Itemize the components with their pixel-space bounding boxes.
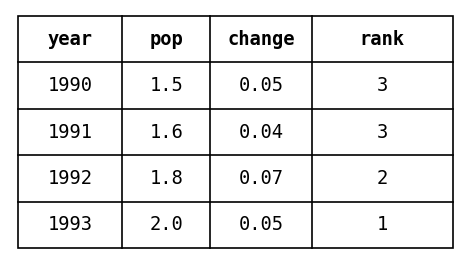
Text: 1.8: 1.8: [149, 169, 183, 188]
Text: pop: pop: [149, 30, 183, 49]
Text: 1990: 1990: [48, 76, 93, 95]
Text: 2.0: 2.0: [149, 215, 183, 234]
Text: 1992: 1992: [48, 169, 93, 188]
Text: 0.05: 0.05: [238, 215, 284, 234]
Text: change: change: [227, 30, 295, 49]
Text: 3: 3: [377, 122, 388, 142]
Text: rank: rank: [360, 30, 405, 49]
Text: 3: 3: [377, 76, 388, 95]
Text: 1991: 1991: [48, 122, 93, 142]
Bar: [18, 16, 453, 248]
Text: 1.6: 1.6: [149, 122, 183, 142]
Text: 0.04: 0.04: [238, 122, 284, 142]
Text: year: year: [48, 30, 93, 49]
Text: 0.07: 0.07: [238, 169, 284, 188]
Text: 2: 2: [377, 169, 388, 188]
Text: 1993: 1993: [48, 215, 93, 234]
Text: 0.05: 0.05: [238, 76, 284, 95]
Text: 1: 1: [377, 215, 388, 234]
Text: 1.5: 1.5: [149, 76, 183, 95]
